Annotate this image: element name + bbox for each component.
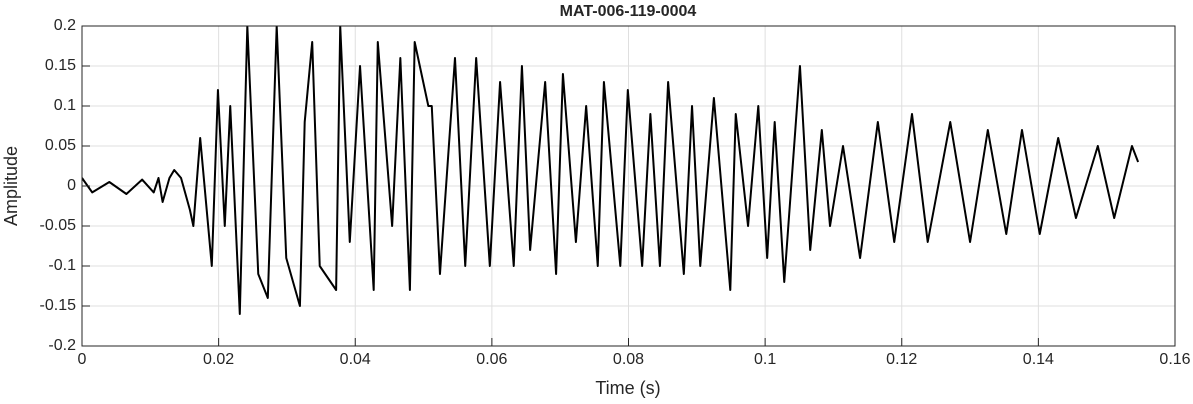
series-line — [82, 26, 1140, 315]
x-tick-label: 0.1 — [754, 351, 776, 368]
x-axis-label: Time (s) — [595, 378, 660, 398]
x-tick-label: 0.08 — [613, 351, 644, 368]
y-tick-label: -0.1 — [48, 257, 76, 274]
x-tick-label: 0.04 — [340, 351, 371, 368]
x-tick-label: 0.16 — [1159, 351, 1190, 368]
y-tick-label: -0.15 — [40, 297, 77, 314]
y-tick-label: 0.1 — [54, 97, 76, 114]
y-tick-label: 0.2 — [54, 17, 76, 34]
chart-title: MAT-006-119-0004 — [560, 3, 697, 20]
x-tick-label: 0.06 — [476, 351, 507, 368]
series — [82, 26, 1140, 315]
y-tick-label: 0.15 — [45, 57, 76, 74]
y-tick-label: -0.05 — [40, 217, 77, 234]
y-tick-label: 0.05 — [45, 137, 76, 154]
x-tick-label: 0.02 — [203, 351, 234, 368]
x-tick-label: 0.14 — [1023, 351, 1054, 368]
y-tick-label: 0 — [67, 177, 76, 194]
y-tick-label: -0.2 — [48, 337, 76, 354]
y-axis-label: Amplitude — [1, 146, 21, 226]
x-tick-label: 0.12 — [886, 351, 917, 368]
x-tick-label: 0 — [78, 351, 87, 368]
